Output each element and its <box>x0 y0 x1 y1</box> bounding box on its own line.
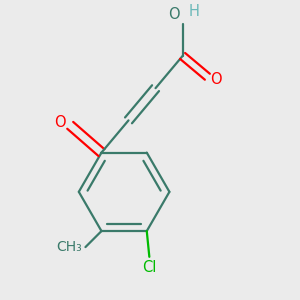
Text: O: O <box>211 73 222 88</box>
Text: O: O <box>168 7 179 22</box>
Text: CH₃: CH₃ <box>56 240 82 254</box>
Text: Cl: Cl <box>142 260 157 275</box>
Text: O: O <box>54 115 65 130</box>
Text: H: H <box>189 4 200 19</box>
